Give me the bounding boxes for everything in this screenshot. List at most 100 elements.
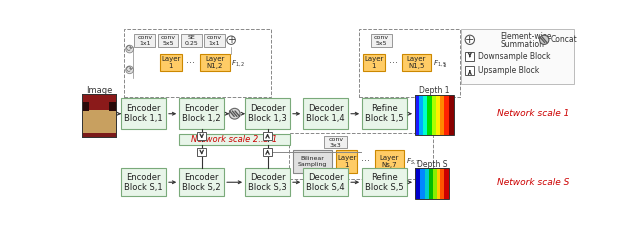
Bar — [289, 133, 433, 179]
Text: Element-wise: Element-wise — [500, 32, 552, 41]
Bar — [465, 52, 474, 61]
Bar — [420, 168, 425, 199]
Bar — [402, 55, 431, 71]
Bar — [303, 98, 348, 129]
Bar — [371, 34, 392, 47]
Bar — [362, 98, 407, 129]
Text: Bilinear
Sampling: Bilinear Sampling — [298, 156, 327, 167]
Circle shape — [229, 108, 240, 119]
Bar — [83, 95, 116, 137]
Bar — [374, 150, 404, 173]
Bar — [303, 168, 348, 196]
Bar — [440, 95, 444, 135]
Text: Layer
1: Layer 1 — [161, 56, 180, 69]
Text: Encoder
Block S,1: Encoder Block S,1 — [124, 172, 163, 192]
Bar — [440, 168, 444, 199]
Bar — [436, 168, 440, 199]
Bar — [432, 95, 436, 135]
Bar — [121, 98, 166, 129]
Text: Concat: Concat — [550, 35, 577, 44]
Text: conv
3x3: conv 3x3 — [328, 137, 343, 148]
Text: Encoder
Block 1,2: Encoder Block 1,2 — [182, 104, 221, 123]
Text: +: + — [227, 35, 235, 45]
Text: Image: Image — [86, 86, 113, 95]
Text: Decoder
Block S,4: Decoder Block S,4 — [307, 172, 345, 192]
Text: $F_{1,5}$: $F_{1,5}$ — [433, 58, 447, 68]
Text: conv
5x5: conv 5x5 — [161, 35, 175, 46]
Text: Layer
N1,5: Layer N1,5 — [406, 56, 426, 69]
Text: Layer
N1,2: Layer N1,2 — [205, 56, 225, 69]
Bar — [433, 168, 436, 199]
Text: Refine
Block 1,5: Refine Block 1,5 — [365, 104, 404, 123]
Bar — [245, 98, 290, 129]
Text: conv
5x5: conv 5x5 — [374, 35, 389, 46]
Bar — [179, 134, 290, 145]
Bar — [444, 95, 449, 135]
Bar — [179, 98, 224, 129]
Text: Decoder
Block 1,3: Decoder Block 1,3 — [248, 104, 287, 123]
Bar — [359, 29, 460, 97]
Bar — [204, 34, 225, 47]
Text: SE
0.25: SE 0.25 — [184, 35, 198, 46]
Bar — [134, 34, 155, 47]
Circle shape — [540, 35, 549, 44]
Text: Depth 1: Depth 1 — [419, 86, 449, 95]
Bar — [83, 102, 88, 112]
Text: Encoder
Block 1,1: Encoder Block 1,1 — [124, 104, 163, 123]
Text: Layer
1: Layer 1 — [337, 155, 356, 168]
Bar — [425, 168, 429, 199]
Bar — [124, 29, 271, 97]
Bar — [157, 34, 179, 47]
Text: conv
1x1: conv 1x1 — [137, 35, 152, 46]
Bar — [180, 34, 202, 47]
Circle shape — [227, 36, 236, 44]
Bar — [263, 148, 272, 156]
Bar — [429, 168, 433, 199]
Bar — [461, 29, 573, 85]
Text: 1: 1 — [442, 63, 445, 68]
Text: ⟳: ⟳ — [126, 44, 133, 54]
Text: ···: ··· — [186, 58, 195, 68]
Text: $F_{S,7}$: $F_{S,7}$ — [406, 156, 420, 166]
Bar — [415, 168, 420, 199]
Circle shape — [125, 45, 134, 53]
Bar — [121, 168, 166, 196]
Text: Refine
Block S,5: Refine Block S,5 — [365, 172, 404, 192]
Bar — [293, 150, 332, 173]
Bar — [324, 136, 348, 148]
Text: Layer
1: Layer 1 — [364, 56, 383, 69]
Bar — [200, 55, 230, 71]
Text: Layer
Ns,7: Layer Ns,7 — [380, 155, 399, 168]
Text: Upsample Block: Upsample Block — [478, 66, 540, 75]
Bar — [415, 95, 454, 135]
Text: ···: ··· — [362, 156, 371, 166]
Text: +: + — [465, 35, 474, 45]
Bar — [415, 95, 419, 135]
Bar — [83, 95, 116, 137]
Text: Network scale 2..S-1: Network scale 2..S-1 — [191, 135, 278, 144]
Text: conv
1x1: conv 1x1 — [207, 35, 222, 46]
Text: Network scale S: Network scale S — [497, 178, 570, 187]
Text: Downsample Block: Downsample Block — [478, 52, 551, 61]
Circle shape — [465, 35, 474, 44]
Bar — [436, 95, 440, 135]
Text: Decoder
Block S,3: Decoder Block S,3 — [248, 172, 287, 192]
Bar — [336, 150, 358, 173]
Bar — [197, 148, 206, 156]
Bar — [160, 55, 182, 71]
Bar — [428, 95, 432, 135]
Bar — [465, 66, 474, 75]
Text: Decoder
Block 1,4: Decoder Block 1,4 — [307, 104, 345, 123]
Bar — [415, 168, 449, 199]
Text: ⟳: ⟳ — [126, 65, 133, 74]
Bar — [83, 110, 116, 133]
Text: ···: ··· — [388, 58, 397, 68]
Bar — [263, 132, 272, 140]
Bar — [179, 168, 224, 196]
Text: Depth S: Depth S — [417, 160, 447, 169]
Bar — [83, 95, 116, 110]
Bar — [444, 168, 449, 199]
Text: Encoder
Block S,2: Encoder Block S,2 — [182, 172, 221, 192]
Text: $F_{1,2}$: $F_{1,2}$ — [231, 58, 245, 68]
Bar — [419, 95, 423, 135]
